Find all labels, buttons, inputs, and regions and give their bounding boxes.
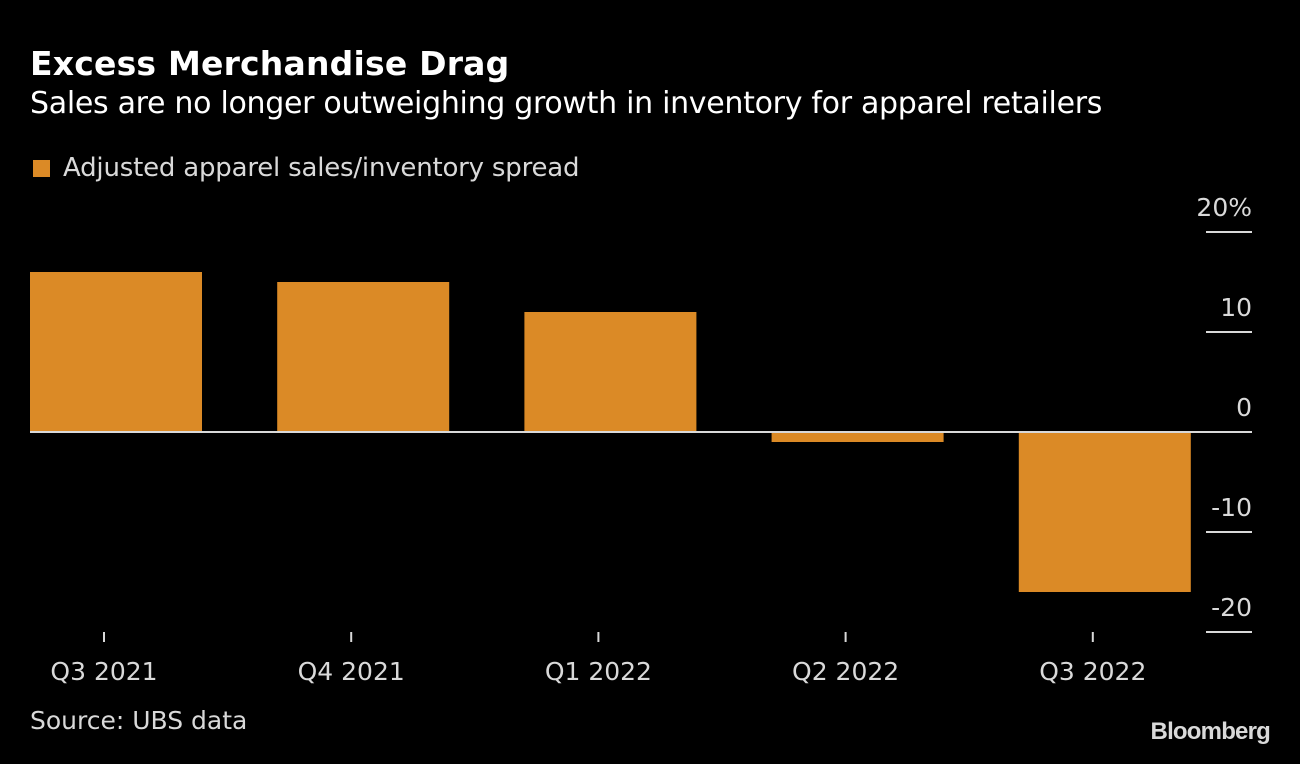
x-tick-label: Q3 2021 <box>50 657 157 686</box>
chart-title: Excess Merchandise Drag <box>30 44 510 83</box>
legend-swatch <box>33 159 50 177</box>
x-tick-label: Q1 2022 <box>545 657 652 686</box>
legend-label: Adjusted apparel sales/inventory spread <box>63 153 580 183</box>
y-tick-label: 10 <box>1220 293 1252 322</box>
bar <box>771 432 944 442</box>
bar <box>1018 432 1191 592</box>
chart-subtitle: Sales are no longer outweighing growth i… <box>30 86 1103 121</box>
x-tick-label: Q2 2022 <box>792 657 899 686</box>
y-tick-label: 20% <box>1196 193 1252 222</box>
bar <box>30 272 202 432</box>
y-tick-label: -20 <box>1211 593 1252 622</box>
y-tick-label: -10 <box>1211 493 1252 522</box>
x-tick-label: Q4 2021 <box>298 657 405 686</box>
bloomberg-logo: Bloomberg <box>1150 718 1271 745</box>
source-note: Source: UBS data <box>30 706 248 735</box>
bar <box>277 282 450 432</box>
y-tick-label: 0 <box>1236 393 1252 422</box>
legend: Adjusted apparel sales/inventory spread <box>33 153 580 183</box>
x-tick-label: Q3 2022 <box>1039 657 1146 686</box>
bar <box>524 312 697 432</box>
